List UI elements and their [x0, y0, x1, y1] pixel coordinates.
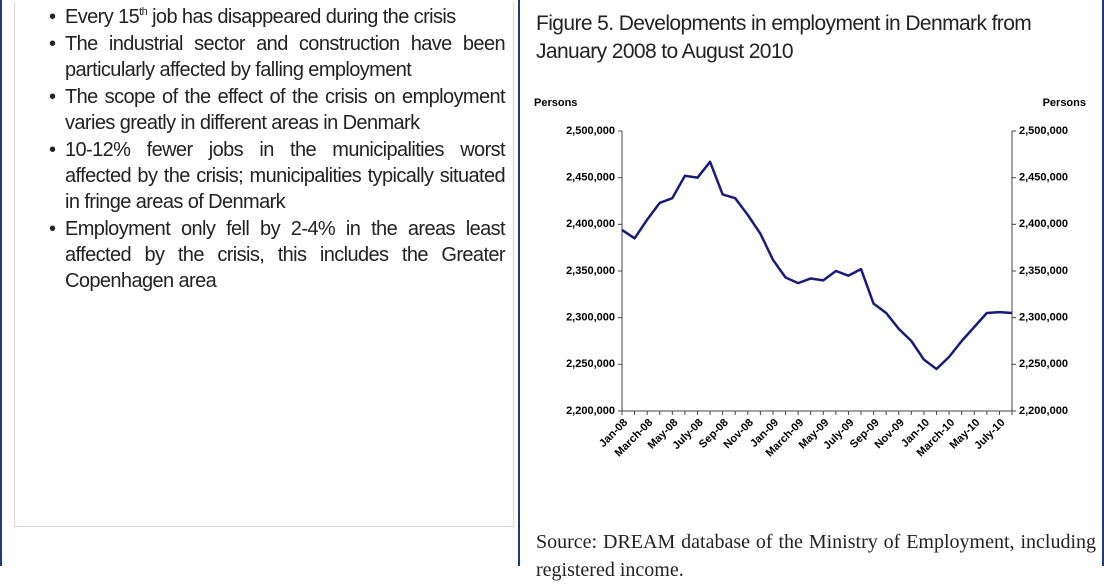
y2-tick-label: 2,400,000 — [1019, 218, 1068, 230]
y-tick-label: 2,400,000 — [566, 218, 615, 230]
bullet: The industrial sector and construction h… — [49, 31, 506, 83]
bullet-panel: Every 15th job has disappeared during th… — [0, 0, 520, 566]
y-tick-label: 2,250,000 — [566, 358, 615, 370]
bullet-text: job has disappeared during the crisis — [147, 6, 456, 28]
y-tick-label: 2,300,000 — [566, 312, 615, 324]
bullet-text: Employment only fell by 2-4% in the area… — [65, 218, 506, 292]
bullet: Employment only fell by 2-4% in the area… — [49, 216, 506, 294]
chart: Persons Persons 2,200,000 2,250,000 2,300,… — [534, 97, 1086, 459]
y2-tick-label: 2,200,000 — [1019, 405, 1068, 417]
bullet: Every 15th job has disappeared during th… — [49, 4, 505, 30]
y-tick-label: 2,450,000 — [566, 172, 615, 184]
y-axis-label: Persons — [534, 97, 577, 109]
bullet-list: Every 15th job has disappeared during th… — [15, 2, 513, 294]
y2-tick-label: 2,300,000 — [1019, 312, 1068, 324]
figure-source: Source: DREAM database of the Ministry o… — [536, 531, 1096, 581]
y-tick-label: 2,350,000 — [566, 265, 615, 277]
bullet-box: Every 15th job has disappeared during th… — [14, 2, 514, 527]
bullet: The scope of the effect of the crisis on… — [49, 84, 506, 136]
superscript: th — [139, 6, 148, 18]
y2-tick-label: 2,500,000 — [1019, 125, 1068, 137]
y2-tick-label: 2,350,000 — [1019, 265, 1068, 277]
bullet-text: 10-12% fewer jobs in the municipalities … — [65, 139, 506, 213]
line-series — [621, 160, 1013, 371]
page: Every 15th job has disappeared during th… — [0, 0, 1104, 566]
y-tick-label: 2,500,000 — [566, 125, 615, 137]
bullet-text: The scope of the effect of the crisis on… — [65, 86, 506, 134]
figure-caption: Figure 5. Developments in employment in … — [536, 12, 1032, 63]
y2-tick-label: 2,450,000 — [1019, 172, 1068, 184]
y-tick-label: 2,200,000 — [566, 405, 615, 417]
y2-axis-label: Persons — [1043, 97, 1086, 109]
bullet-text: The industrial sector and construction h… — [65, 33, 506, 81]
figure-panel: Figure 5. Developments in employment in … — [520, 0, 1104, 581]
y2-tick-label: 2,250,000 — [1019, 358, 1068, 370]
bullet: 10-12% fewer jobs in the municipalities … — [49, 137, 506, 215]
bullet-text: Every 15 — [65, 6, 140, 28]
